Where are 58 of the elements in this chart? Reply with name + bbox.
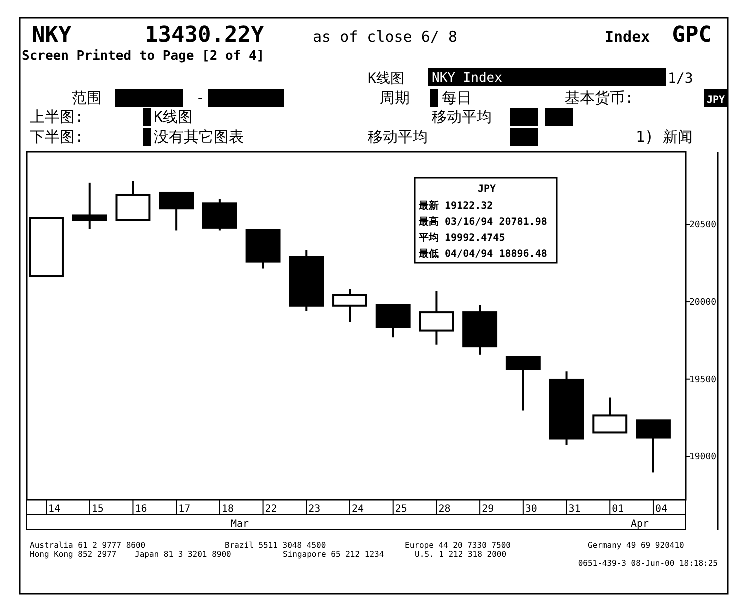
x-tick-label: 28 bbox=[438, 504, 451, 515]
text: Germany 49 69 920410 bbox=[588, 541, 685, 550]
text: Europe 44 20 7330 7500 bbox=[405, 541, 512, 550]
text: 0651-439-3 08-Jun-00 18:18:25 bbox=[578, 559, 718, 568]
candlestick bbox=[72, 182, 108, 230]
text: K线图 bbox=[154, 108, 194, 126]
y-tick-label: 20500 bbox=[689, 220, 717, 231]
annotation: 平均 19992.4745 bbox=[418, 232, 506, 244]
text: U.S. 1 212 318 2000 bbox=[415, 550, 507, 559]
text: as of close 6/ 8 bbox=[313, 28, 458, 46]
text: 每日 bbox=[442, 89, 472, 107]
text: 周期 bbox=[380, 89, 410, 107]
x-tick-label: 29 bbox=[482, 504, 494, 515]
chart-subtitle: Screen Printed to Page [2 of 4] bbox=[22, 49, 265, 64]
text: Apr bbox=[630, 519, 650, 530]
x-tick-label: 25 bbox=[395, 504, 408, 515]
text: K线图 bbox=[368, 71, 404, 87]
x-tick-label: 15 bbox=[92, 504, 104, 515]
x-tick-label: 31 bbox=[568, 504, 581, 515]
text: 1/3 bbox=[668, 71, 694, 87]
text: 上半图: bbox=[30, 108, 84, 126]
text: NKY Index bbox=[432, 71, 503, 86]
x-tick-label: 16 bbox=[135, 504, 148, 515]
annotation: JPY bbox=[478, 184, 496, 195]
text: GPC bbox=[672, 23, 712, 48]
annotation: 最高 03/16/94 20781.98 bbox=[418, 216, 548, 228]
text: Singapore 65 212 1234 bbox=[283, 550, 384, 559]
y-tick-label: 19000 bbox=[689, 452, 717, 463]
text: Japan 81 3 3201 8900 bbox=[135, 550, 232, 559]
x-tick-label: 24 bbox=[352, 504, 364, 515]
annotation: 最低 04/04/94 18896.48 bbox=[418, 248, 548, 260]
x-tick-label: 22 bbox=[265, 504, 278, 515]
text: Index bbox=[605, 28, 650, 46]
text: - bbox=[196, 89, 206, 107]
text: Mar bbox=[230, 519, 250, 530]
text: 1) 新闻 bbox=[636, 128, 694, 146]
x-tick-label: 14 bbox=[48, 504, 61, 515]
y-tick-label: 20000 bbox=[689, 298, 717, 308]
y-tick-label: 19500 bbox=[689, 375, 717, 386]
annotation: 最新 19122.32 bbox=[418, 200, 494, 212]
text: 移动平均 bbox=[432, 108, 492, 126]
text: Hong Kong 852 2977 bbox=[30, 550, 117, 559]
x-tick-label: 04 bbox=[655, 504, 668, 515]
x-tick-label: 17 bbox=[178, 504, 191, 515]
chart-title: NKY bbox=[32, 23, 72, 48]
x-tick-label: 01 bbox=[612, 504, 624, 515]
text: 13430.22Y bbox=[145, 23, 265, 48]
text: 范围 bbox=[72, 89, 102, 107]
text: 移动平均 bbox=[368, 128, 428, 146]
text: JPY bbox=[706, 95, 726, 106]
text: 下半图: bbox=[30, 128, 84, 146]
text: Brazil 5511 3048 4500 bbox=[225, 541, 326, 550]
x-tick-label: 23 bbox=[308, 504, 321, 515]
text: 基本货币: bbox=[565, 89, 634, 107]
x-tick-label: 30 bbox=[525, 504, 538, 515]
x-tick-label: 18 bbox=[222, 504, 234, 515]
text: Australia 61 2 9777 8600 bbox=[30, 541, 146, 550]
text: 没有其它图表 bbox=[154, 128, 244, 146]
